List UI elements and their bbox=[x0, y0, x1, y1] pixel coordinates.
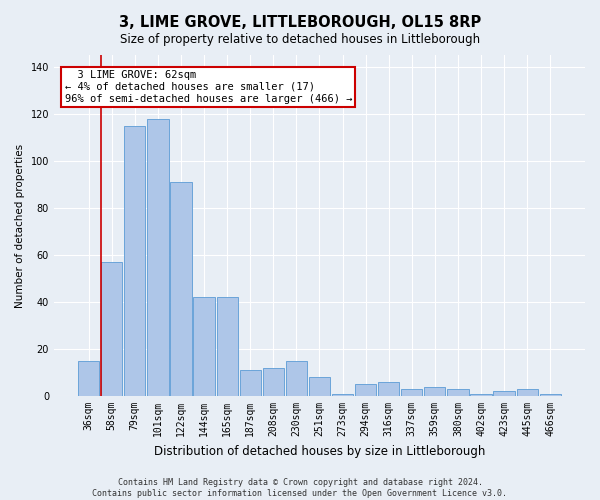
Bar bbox=[124, 126, 145, 396]
Bar bbox=[378, 382, 400, 396]
Bar bbox=[309, 377, 330, 396]
Bar bbox=[448, 389, 469, 396]
Text: 3 LIME GROVE: 62sqm
← 4% of detached houses are smaller (17)
96% of semi-detache: 3 LIME GROVE: 62sqm ← 4% of detached hou… bbox=[65, 70, 352, 104]
Y-axis label: Number of detached properties: Number of detached properties bbox=[15, 144, 25, 308]
Bar bbox=[355, 384, 376, 396]
Bar bbox=[101, 262, 122, 396]
Bar bbox=[263, 368, 284, 396]
Bar bbox=[517, 389, 538, 396]
Bar bbox=[239, 370, 261, 396]
Text: Size of property relative to detached houses in Littleborough: Size of property relative to detached ho… bbox=[120, 32, 480, 46]
Bar bbox=[170, 182, 191, 396]
Bar bbox=[539, 394, 561, 396]
Bar bbox=[470, 394, 491, 396]
Bar bbox=[286, 361, 307, 396]
Text: Contains HM Land Registry data © Crown copyright and database right 2024.
Contai: Contains HM Land Registry data © Crown c… bbox=[92, 478, 508, 498]
Bar bbox=[493, 392, 515, 396]
Bar bbox=[332, 394, 353, 396]
Bar bbox=[424, 386, 445, 396]
Bar bbox=[217, 298, 238, 396]
Bar bbox=[147, 118, 169, 396]
X-axis label: Distribution of detached houses by size in Littleborough: Distribution of detached houses by size … bbox=[154, 444, 485, 458]
Bar bbox=[78, 361, 99, 396]
Text: 3, LIME GROVE, LITTLEBOROUGH, OL15 8RP: 3, LIME GROVE, LITTLEBOROUGH, OL15 8RP bbox=[119, 15, 481, 30]
Bar bbox=[193, 298, 215, 396]
Bar bbox=[401, 389, 422, 396]
